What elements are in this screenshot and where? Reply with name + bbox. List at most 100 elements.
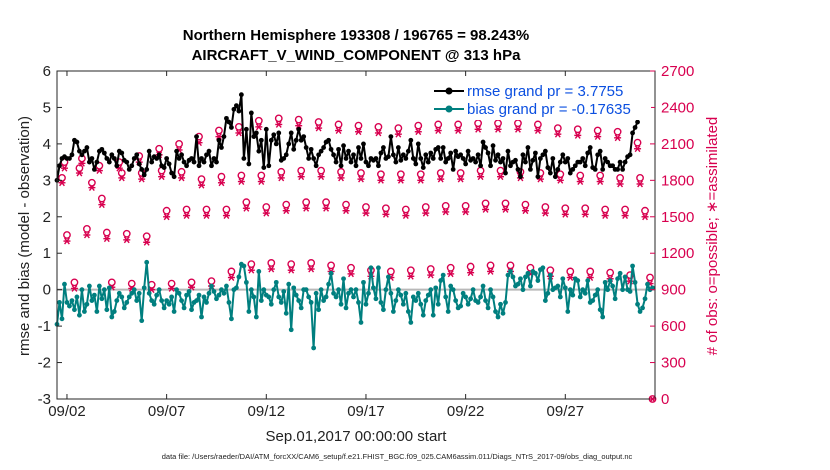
assimilated-obs-marker: [541, 209, 549, 217]
bias-point: [622, 274, 628, 280]
bias-point: [199, 314, 204, 320]
data-file-footer: data file: /Users/raeder/DAI/ATM_forcXX/…: [162, 452, 633, 461]
rmse-point: [630, 130, 635, 136]
assimilated-obs-marker: [407, 272, 415, 280]
bias-point: [253, 314, 259, 320]
rmse-point: [221, 134, 227, 140]
rmse-point: [69, 152, 75, 158]
possible-obs-marker: [242, 198, 251, 207]
assimilated-obs-marker: [138, 175, 146, 183]
possible-obs-marker: [215, 126, 223, 135]
bias-point: [540, 265, 546, 271]
assimilated-obs-marker: [247, 266, 255, 274]
rmse-point: [91, 167, 97, 172]
assimilated-obs-marker: [477, 173, 485, 181]
possible-obs-marker: [257, 171, 266, 180]
assimilated-obs-marker: [442, 208, 450, 216]
bias-point: [194, 298, 199, 303]
rmse-point: [301, 134, 307, 140]
assimilated-obs-marker: [397, 176, 405, 184]
rmse-point: [201, 159, 207, 165]
bias-point: [67, 303, 72, 309]
assimilated-obs-marker: [183, 212, 191, 220]
plot-frame: [56, 70, 656, 400]
possible-obs-marker: [436, 169, 445, 177]
bias-point: [637, 309, 643, 314]
assimilated-obs-marker: [561, 210, 569, 218]
bias-point: [388, 290, 394, 296]
y-right-tick-label: 600: [661, 318, 686, 335]
rmse-point: [530, 157, 536, 163]
bias-point: [458, 303, 464, 309]
bias-point: [415, 290, 421, 296]
possible-obs-marker: [426, 265, 435, 273]
bias-point: [248, 287, 254, 293]
bias-point: [121, 305, 127, 311]
possible-obs-marker: [421, 203, 430, 211]
possible-obs-marker: [541, 203, 550, 211]
bias-point: [109, 314, 115, 320]
rmse-point: [550, 156, 556, 161]
chart-title-line2: AIRCRAFT_V_WIND_COMPONENT @ 313 hPa: [192, 47, 522, 64]
bias-point: [403, 290, 409, 296]
rmse-point: [251, 134, 257, 140]
y-right-tick-label: 2100: [661, 136, 694, 153]
x-axis-label: Sep.01,2017 00:00:00 start: [266, 428, 448, 445]
possible-obs-marker: [307, 259, 316, 267]
possible-obs-marker: [227, 267, 236, 276]
assimilated-obs-marker: [417, 176, 425, 184]
rmse-point: [194, 134, 199, 140]
rmse-point: [99, 146, 105, 152]
rmse-point: [537, 156, 543, 161]
bias-point: [216, 292, 222, 298]
rmse-point: [513, 157, 518, 163]
rmse-point: [423, 152, 429, 158]
bias-point: [303, 287, 309, 293]
rmse-point: [605, 159, 611, 165]
rmse-point: [308, 146, 314, 152]
assimilated-obs-marker: [487, 268, 495, 275]
rmse-point: [351, 152, 356, 158]
bias-point: [72, 307, 77, 313]
possible-obs-marker: [533, 120, 542, 129]
bias-point: [79, 287, 85, 293]
assimilated-obs-marker: [342, 207, 350, 215]
rmse-point: [179, 152, 184, 158]
assimilated-obs-marker: [163, 213, 171, 221]
assimilated-obs-marker: [95, 167, 103, 175]
bias-point: [129, 290, 135, 296]
possible-obs-marker: [217, 172, 226, 181]
rmse-point: [500, 156, 506, 161]
assimilated-obs-marker: [315, 124, 323, 132]
bias-point: [94, 309, 100, 314]
rmse-point: [211, 156, 217, 161]
bias-point: [635, 301, 640, 307]
bias-point: [321, 298, 327, 303]
rmse-point: [286, 141, 292, 147]
rmse-point: [617, 159, 623, 165]
possible-obs-marker: [222, 205, 231, 214]
bias-point: [338, 301, 344, 307]
rmse-point: [490, 143, 496, 149]
possible-obs-marker: [646, 273, 654, 282]
rmse-point: [366, 163, 371, 169]
rmse-point: [341, 143, 346, 149]
possible-obs-marker: [117, 169, 126, 177]
bias-point: [313, 290, 319, 296]
rmse-point: [493, 157, 498, 163]
rmse-point: [418, 156, 424, 161]
rmse-point: [478, 163, 483, 169]
bias-point: [567, 287, 573, 293]
rmse-point: [622, 159, 628, 165]
bias-point: [119, 294, 125, 300]
possible-obs-marker: [514, 119, 522, 128]
bias-point: [291, 285, 297, 291]
bias-point: [508, 269, 513, 274]
rmse-point: [353, 163, 359, 169]
possible-obs-marker: [334, 120, 343, 129]
assimilated-obs-marker: [454, 127, 462, 134]
possible-obs-marker: [75, 164, 84, 173]
rmse-point: [109, 152, 115, 158]
rmse-point: [528, 167, 533, 172]
rmse-point: [293, 137, 299, 143]
